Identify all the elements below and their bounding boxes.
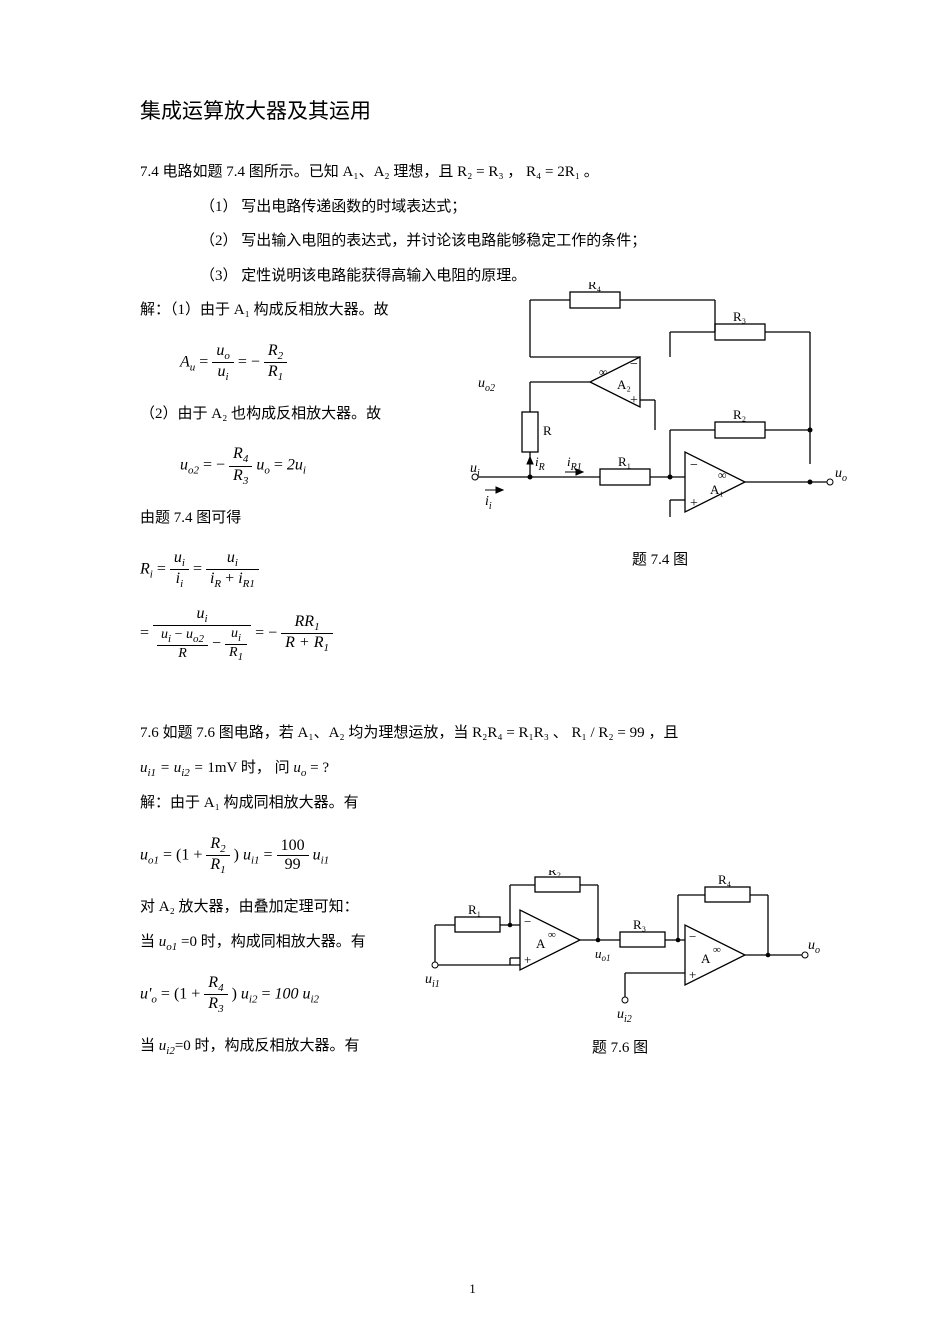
fig74-caption: 题 7.4 图	[470, 548, 850, 569]
svg-text:uo1: uo1	[595, 946, 611, 963]
svg-text:−: −	[524, 914, 531, 929]
figure-7-6: R₁ R₂ R₃ R₄ A ∞ − + A ∞ − + ui1 ui2 uo1 uo…	[420, 870, 820, 1057]
p74-q2: （2） 写出输入电阻的表达式，并讨论该电路能够稳定工作的条件；	[140, 224, 805, 259]
svg-text:−: −	[689, 929, 696, 944]
svg-text:R₂: R₂	[548, 870, 561, 878]
svg-text:ui1: ui1	[425, 972, 440, 990]
svg-text:ui2: ui2	[617, 1007, 632, 1025]
label-R3: R₃	[733, 309, 746, 324]
svg-text:∞: ∞	[548, 929, 556, 941]
svg-text:+: +	[690, 496, 698, 511]
p76-sol-head: 解：由于 A₁ 构成同相放大器。有	[140, 786, 805, 821]
svg-text:A: A	[701, 951, 711, 966]
svg-text:iR1: iR1	[567, 454, 582, 473]
svg-text:R₃: R₃	[633, 917, 646, 932]
figure-7-4: R₄ R₃ R₂ R₁ R uo2 A₂ ∞ − + ui ii iR iR1 …	[470, 282, 850, 569]
svg-text:∞: ∞	[713, 944, 721, 956]
chapter-title: 集成运算放大器及其运用	[140, 95, 805, 125]
svg-text:−: −	[630, 357, 638, 372]
svg-text:uo: uo	[835, 466, 847, 484]
svg-text:∞: ∞	[599, 365, 608, 379]
p74-stem: 7.4 电路如题 7.4 图所示。已知 A₁、A₂ 理想，且 R₂ = R₃ ，…	[140, 155, 805, 190]
svg-text:uo: uo	[808, 938, 820, 956]
svg-text:+: +	[689, 967, 696, 982]
svg-text:∞: ∞	[718, 468, 727, 482]
label-A1: A₁	[710, 482, 724, 497]
svg-text:iR: iR	[535, 454, 545, 473]
label-R4: R₄	[588, 282, 602, 292]
p74-q1: （1） 写出电路传递函数的时域表达式；	[140, 190, 805, 225]
p76-stem-a: 7.6 如题 7.6 图电路，若 A₁、A₂ 均为理想运放，当 R₂R₄ = R…	[140, 716, 805, 751]
page: 集成运算放大器及其运用 7.4 电路如题 7.4 图所示。已知 A₁、A₂ 理想…	[0, 0, 945, 1337]
svg-text:A: A	[536, 936, 546, 951]
svg-text:+: +	[524, 952, 531, 967]
svg-text:R₄: R₄	[718, 872, 732, 887]
circuit-7-4-svg: R₄ R₃ R₂ R₁ R uo2 A₂ ∞ − + ui ii iR iR1 …	[470, 282, 850, 537]
p76-stem-b: ui1 = ui2 = 1mV 时， 问 uo = ?	[140, 751, 805, 786]
fig76-caption: 题 7.6 图	[420, 1036, 820, 1057]
label-R1: R₁	[618, 454, 631, 469]
page-number: 1	[0, 1281, 945, 1297]
p74-eq4: = ui ui − uo2R − uiR1 = − RR1 R + R1	[140, 605, 805, 663]
label-R: R	[543, 423, 552, 438]
svg-text:ii: ii	[485, 494, 492, 512]
label-R2: R₂	[733, 407, 746, 422]
label-A2: A₂	[617, 377, 631, 392]
svg-text:−: −	[690, 458, 698, 473]
svg-text:+: +	[630, 393, 638, 408]
svg-text:R₁: R₁	[468, 902, 481, 917]
circuit-7-6-svg: R₁ R₂ R₃ R₄ A ∞ − + A ∞ − + ui1 ui2 uo1 uo	[420, 870, 820, 1025]
svg-text:uo2: uo2	[478, 376, 495, 394]
